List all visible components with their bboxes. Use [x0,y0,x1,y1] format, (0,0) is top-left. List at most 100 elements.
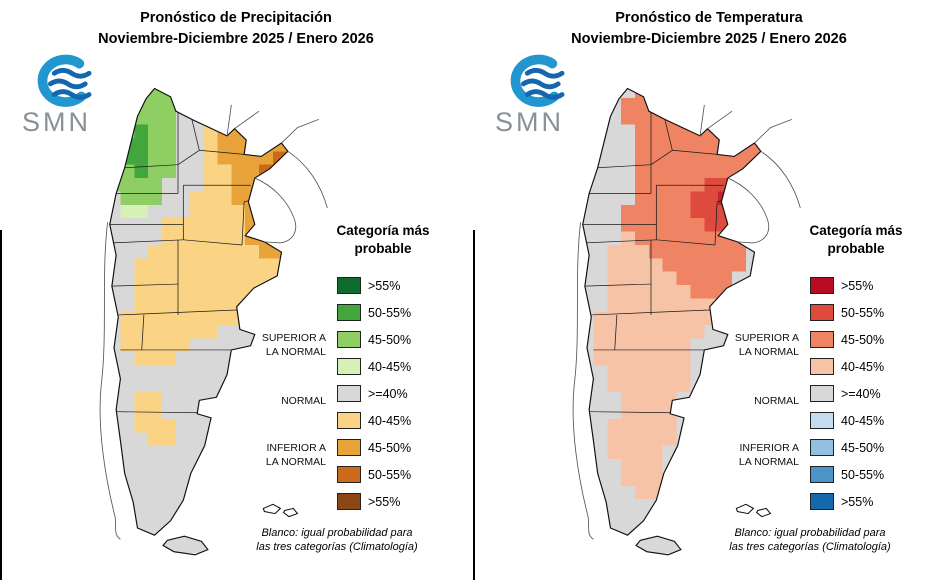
legend-label: >55% [841,278,874,293]
legend-label: >55% [841,494,874,509]
panel-title-line1: Pronóstico de Temperatura [615,10,803,26]
legend-swatch [337,331,361,348]
legend-swatch [810,412,834,429]
legend-swatch [337,304,361,321]
malvinas-east-island [755,507,772,518]
legend-label: 40-45% [841,413,885,428]
panel-title: Pronóstico de Temperatura Noviembre-Dici… [473,8,945,50]
legend-label: 45-50% [841,440,885,455]
group-label-normal: NORMAL [281,395,326,407]
legend-label: 50-55% [841,467,885,482]
legend-swatch [810,331,834,348]
group-label-inferior-line2: LA NORMAL [738,456,799,469]
group-label-superior-line1: SUPERIOR A [261,332,326,344]
legend-swatch [810,304,834,321]
legend: >55% 50-55% 45-50% 40-45% >=40% 40-45% 4… [810,272,884,515]
legend-item: 45-50% [337,326,411,353]
legend-swatch [337,277,361,294]
group-label-superior: SUPERIOR A LA NORMAL [695,331,799,359]
map-frame-edge [0,230,2,580]
legend-swatch [810,439,834,456]
argentina-temperature-map [572,87,801,556]
group-label-superior: SUPERIOR A LA NORMAL [222,331,326,359]
panel-title-line2: Noviembre-Diciembre 2025 / Enero 2026 [571,31,847,48]
group-label-superior-line2: LA NORMAL [265,346,326,359]
neighbor-country-lines [572,104,801,540]
footnote-line1: Blanco: igual probabilidad para [734,527,886,539]
argentina-precipitation-map [99,87,328,556]
legend-swatch [810,277,834,294]
legend-item: 40-45% [337,407,411,434]
legend-swatch [337,385,361,402]
tierra-del-fuego-outline [635,535,682,556]
panel-title-line1: Pronóstico de Precipitación [140,10,332,26]
legend-swatch [337,412,361,429]
footnote: Blanco: igual probabilidad para las tres… [695,526,925,555]
legend-item: >=40% [337,380,411,407]
legend: >55% 50-55% 45-50% 40-45% >=40% 40-45% 4… [337,272,411,515]
legend-title: Categoría más probable [318,222,448,258]
neighbor-country-lines [99,104,328,540]
argentina-outline [109,87,289,536]
legend-label: 40-45% [368,413,412,428]
footnote-line2: las tres categorías (Climatología) [256,541,418,554]
legend-label: >55% [368,494,401,509]
legend-title: Categoría más probable [791,222,921,258]
legend-swatch [337,439,361,456]
legend-label: 40-45% [841,359,885,374]
legend-item: >55% [810,488,884,515]
malvinas-west-island [735,503,755,515]
legend-label: 50-55% [368,467,412,482]
legend-item: >55% [337,488,411,515]
group-label-inferior-line1: INFERIOR A [266,442,326,454]
footnote-line1: Blanco: igual probabilidad para [261,527,413,539]
malvinas-west-island [262,503,282,515]
legend-item: 45-50% [337,434,411,461]
legend-item: >=40% [810,380,884,407]
legend-label: >55% [368,278,401,293]
group-label-inferior: INFERIOR A LA NORMAL [222,441,326,469]
legend-swatch [337,358,361,375]
legend-swatch [810,466,834,483]
legend-label: 50-55% [841,305,885,320]
group-label-inferior-line2: LA NORMAL [265,456,326,469]
legend-item: 50-55% [810,299,884,326]
legend-label: 45-50% [841,332,885,347]
legend-item: 50-55% [337,461,411,488]
legend-item: 40-45% [337,353,411,380]
forecast-grid-cells [582,88,761,554]
legend-item: 45-50% [810,434,884,461]
panel-title-line2: Noviembre-Diciembre 2025 / Enero 2026 [98,31,374,48]
legend-swatch [810,385,834,402]
group-label-normal: NORMAL [754,395,799,407]
group-label-inferior-line1: INFERIOR A [739,442,799,454]
footnote-line2: las tres categorías (Climatología) [729,541,891,554]
legend-item: 50-55% [810,461,884,488]
smn-logo-icon [510,54,565,107]
smn-logo-icon [37,54,92,107]
legend-title-line2: probable [827,241,885,257]
map-frame-edge [473,230,475,580]
smn-logo-text: SMN [495,107,564,137]
smn-logo: SMN [493,52,603,138]
argentina-outline [582,87,762,536]
tierra-del-fuego-outline [162,535,209,556]
legend-swatch [810,358,834,375]
panel-title: Pronóstico de Precipitación Noviembre-Di… [0,8,472,50]
legend-title-line1: Categoría más [336,223,430,238]
smn-logo-text: SMN [22,107,91,137]
legend-title-line1: Categoría más [809,223,903,238]
legend-item: >55% [810,272,884,299]
legend-item: >55% [337,272,411,299]
legend-label: 40-45% [368,359,412,374]
province-borders [109,111,254,414]
footnote: Blanco: igual probabilidad para las tres… [222,526,452,555]
legend-title-line2: probable [354,241,412,257]
precipitation-panel: Pronóstico de Precipitación Noviembre-Di… [0,0,472,583]
legend-swatch [337,493,361,510]
legend-item: 50-55% [337,299,411,326]
legend-swatch [810,493,834,510]
legend-label: 50-55% [368,305,412,320]
legend-label: >=40% [841,386,881,401]
